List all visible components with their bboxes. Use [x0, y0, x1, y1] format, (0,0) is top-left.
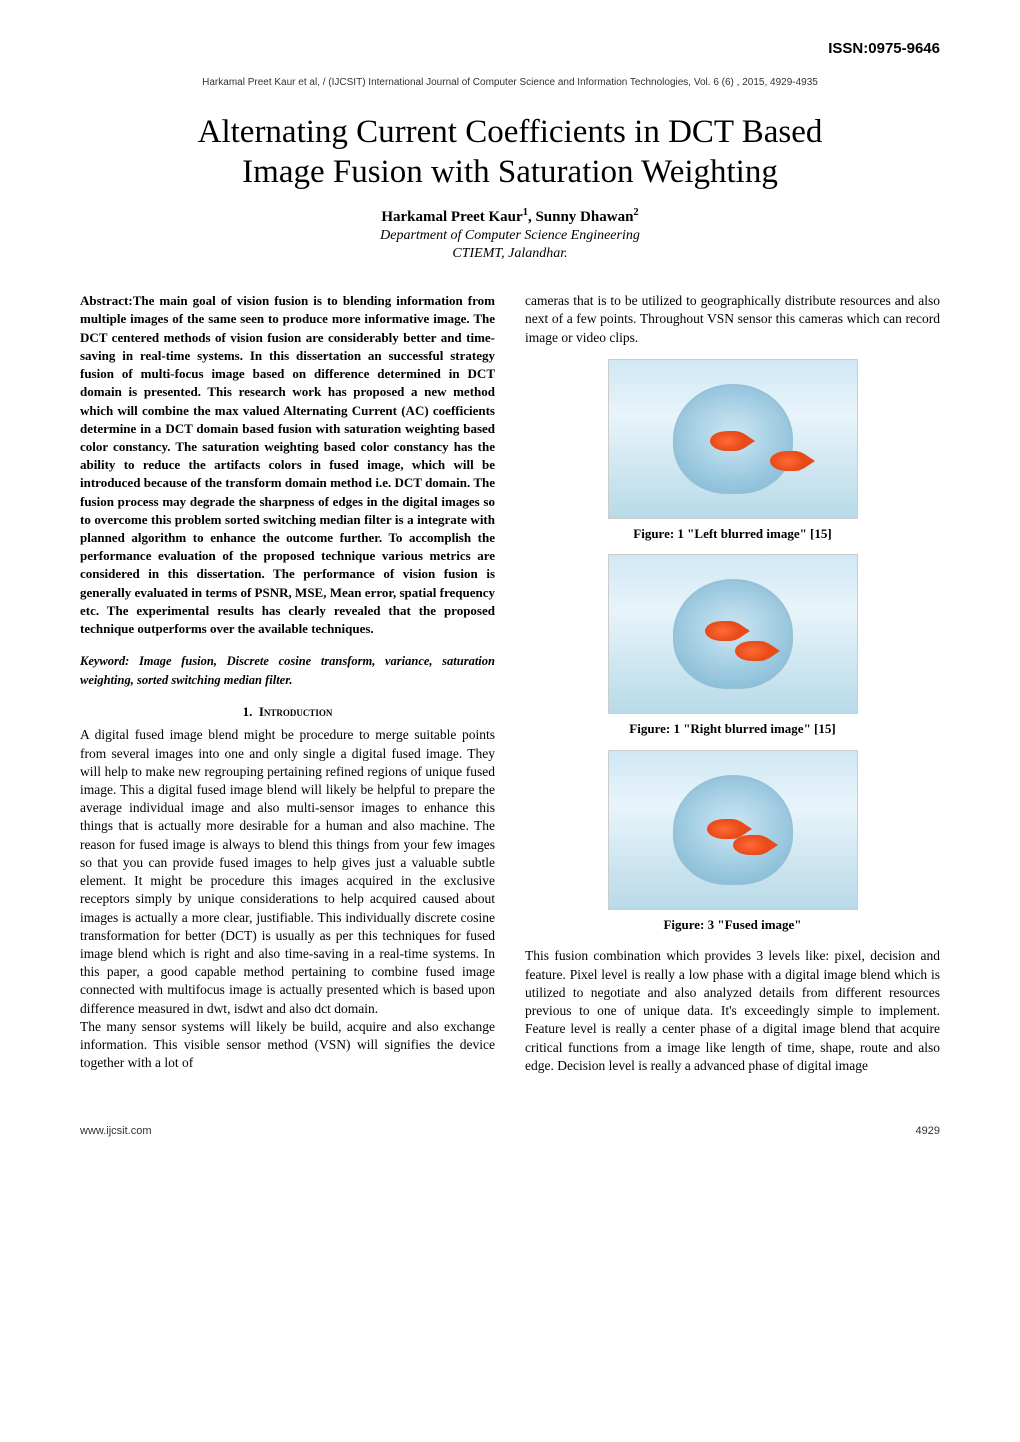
- intro-para-2: The many sensor systems will likely be b…: [80, 1018, 495, 1073]
- institution: CTIEMT, Jalandhar.: [80, 246, 940, 262]
- section-1-title: Introduction: [259, 704, 333, 719]
- figure-2-image: [608, 554, 858, 714]
- title-line-1: Alternating Current Coefficients in DCT …: [198, 114, 823, 150]
- author-2-sup: 2: [633, 207, 638, 218]
- section-1-heading: 1. Introduction: [80, 703, 495, 721]
- figure-1-caption: Figure: 1 "Left blurred image" [15]: [525, 525, 940, 543]
- issn-label: ISSN:0975-9646: [80, 40, 940, 57]
- keywords-label: Keyword:: [80, 654, 139, 668]
- paper-title: Alternating Current Coefficients in DCT …: [80, 113, 940, 192]
- author-2: Sunny Dhawan: [535, 209, 633, 225]
- intro-para-1: A digital fused image blend might be pro…: [80, 726, 495, 1018]
- fish-icon: [733, 835, 768, 855]
- fishbowl-icon: [673, 775, 793, 885]
- fish-icon: [735, 641, 770, 661]
- fish-icon: [707, 819, 742, 839]
- keywords-text: Image fusion, Discrete cosine transform,…: [80, 654, 495, 686]
- fish-icon: [770, 451, 805, 471]
- abstract-text: The main goal of vision fusion is to ble…: [80, 293, 495, 636]
- department: Department of Computer Science Engineeri…: [80, 228, 940, 244]
- col2-para-2: This fusion combination which provides 3…: [525, 947, 940, 1075]
- col2-para-1: cameras that is to be utilized to geogra…: [525, 292, 940, 347]
- fishbowl-icon: [673, 384, 793, 494]
- fish-icon: [705, 621, 740, 641]
- footer-url: www.ijcsit.com: [80, 1125, 152, 1137]
- header-citation: Harkamal Preet Kaur et al, / (IJCSIT) In…: [80, 77, 940, 88]
- title-line-2: Image Fusion with Saturation Weighting: [242, 154, 778, 190]
- abstract-label: Abstract:: [80, 293, 133, 308]
- right-column: cameras that is to be utilized to geogra…: [525, 292, 940, 1075]
- figure-2-caption: Figure: 1 "Right blurred image" [15]: [525, 720, 940, 738]
- figure-1-image: [608, 359, 858, 519]
- figure-3: Figure: 3 "Fused image": [525, 750, 940, 934]
- authors: Harkamal Preet Kaur1, Sunny Dhawan2: [80, 207, 940, 226]
- figure-2: Figure: 1 "Right blurred image" [15]: [525, 554, 940, 738]
- two-column-layout: Abstract:The main goal of vision fusion …: [80, 292, 940, 1075]
- author-1: Harkamal Preet Kaur: [381, 209, 522, 225]
- footer-page-number: 4929: [916, 1125, 940, 1137]
- abstract-block: Abstract:The main goal of vision fusion …: [80, 292, 495, 638]
- fishbowl-icon: [673, 579, 793, 689]
- figure-3-image: [608, 750, 858, 910]
- section-1-number: 1.: [243, 704, 253, 719]
- keywords-block: Keyword: Image fusion, Discrete cosine t…: [80, 652, 495, 688]
- figure-1: Figure: 1 "Left blurred image" [15]: [525, 359, 940, 543]
- fish-icon: [710, 431, 745, 451]
- page-footer: www.ijcsit.com 4929: [80, 1125, 940, 1137]
- figure-3-caption: Figure: 3 "Fused image": [525, 916, 940, 934]
- left-column: Abstract:The main goal of vision fusion …: [80, 292, 495, 1075]
